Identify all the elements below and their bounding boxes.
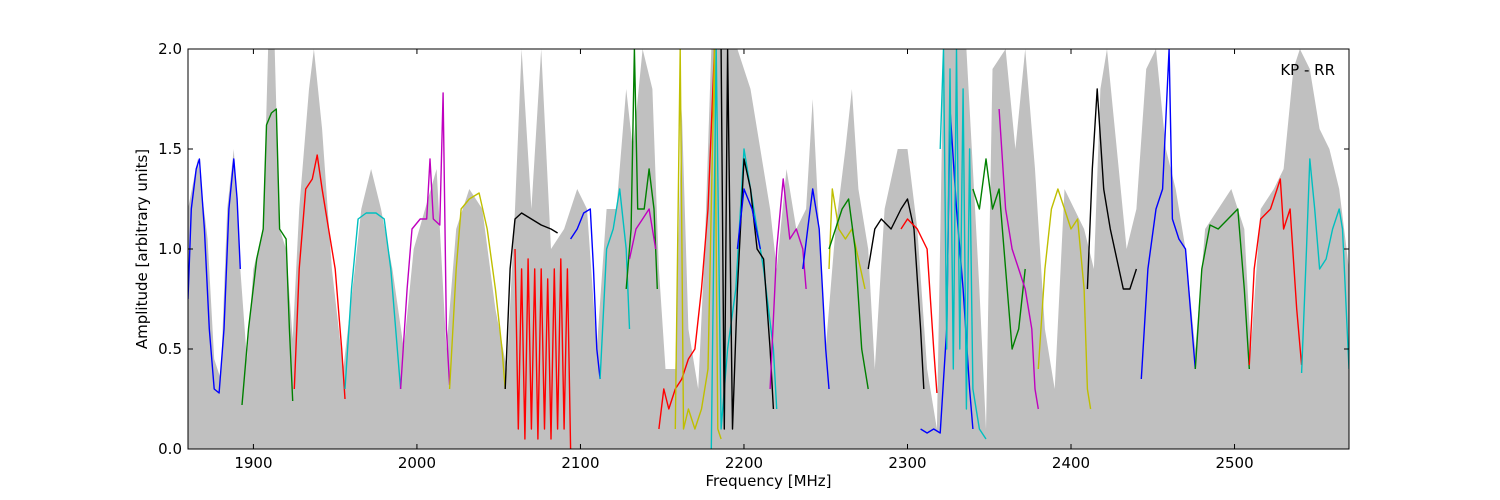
y-axis-label: Amplitude [arbitrary units] [133, 149, 151, 349]
series-line-25 [939, 49, 987, 440]
series-line-10 [599, 188, 631, 380]
series-line-33 [1300, 158, 1349, 374]
series-line-3 [293, 154, 346, 400]
x-axis-label: Frequency [MHz] [705, 472, 831, 490]
series-line-8 [514, 248, 572, 449]
annotation-label: KP - RR [1280, 61, 1335, 79]
y-tick-label: 0.0 [158, 440, 182, 458]
x-tick-label: 2500 [1215, 454, 1253, 472]
x-tick-label: 2200 [725, 454, 763, 472]
series-line-31 [1194, 208, 1250, 370]
series-line-5 [399, 92, 451, 390]
x-tick-label: 2000 [398, 454, 436, 472]
series-line-20 [828, 188, 866, 290]
series-line-16 [720, 49, 775, 430]
series-line-6 [448, 192, 506, 390]
x-tick-label: 2300 [888, 454, 926, 472]
x-tick-label: 2400 [1052, 454, 1090, 472]
y-tick-label: 0.5 [158, 340, 182, 358]
series-line-28 [1037, 188, 1092, 410]
envelope-layer [188, 49, 1349, 449]
series-line-13 [658, 49, 716, 430]
y-tick-label: 2.0 [158, 40, 182, 58]
series-line-12 [628, 208, 657, 260]
series-line-4 [344, 212, 402, 390]
series-line-14 [674, 49, 722, 440]
series-line-22 [867, 198, 925, 390]
series-line-1 [188, 158, 241, 394]
series-line-19 [802, 188, 830, 390]
series-line-15 [710, 49, 778, 449]
series-line-27 [998, 108, 1039, 410]
series-line-18 [769, 178, 807, 390]
series-line-7 [504, 212, 558, 390]
series-line-17 [736, 188, 761, 250]
x-tick-label: 2100 [561, 454, 599, 472]
series-line-11 [625, 49, 658, 290]
series-line-30 [1140, 49, 1196, 380]
series-line-32 [1248, 178, 1303, 366]
series-line-21 [828, 198, 869, 390]
envelope-band [188, 49, 1349, 449]
series-line-9 [570, 208, 601, 380]
y-tick-label: 1.0 [158, 240, 182, 258]
series-line-29 [1086, 88, 1138, 290]
series-line-23 [900, 218, 938, 394]
x-axis: 1900 2000 2100 2200 2300 2400 2500 [234, 49, 1254, 472]
series-line-2 [241, 108, 294, 406]
x-tick-label: 1900 [234, 454, 272, 472]
series-layer [188, 49, 1349, 449]
y-tick-label: 1.5 [158, 140, 182, 158]
series-line-26 [972, 158, 1026, 350]
y-axis: 0.0 0.5 1.0 1.5 2.0 [158, 40, 1349, 458]
